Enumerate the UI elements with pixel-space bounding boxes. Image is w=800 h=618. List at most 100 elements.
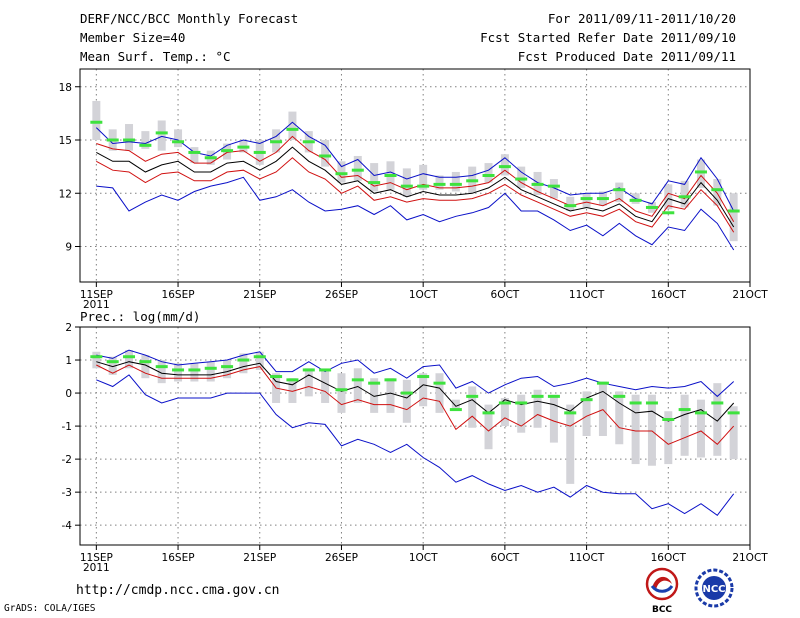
y-tick-label: 2 <box>65 322 72 334</box>
median-mark <box>466 394 479 398</box>
ensemble-box <box>664 411 673 465</box>
median-mark <box>384 174 397 177</box>
median-mark <box>596 381 609 385</box>
median-mark <box>449 408 462 412</box>
median-mark <box>417 184 430 188</box>
median-mark <box>351 168 364 172</box>
median-mark <box>253 355 266 359</box>
ensemble-box <box>370 378 379 413</box>
median-mark <box>90 120 103 124</box>
ncc-logo: NCC <box>694 568 734 608</box>
y-tick-label: 15 <box>59 135 72 147</box>
median-mark <box>482 174 495 177</box>
ensemble-box <box>615 391 624 445</box>
median-mark <box>498 401 511 405</box>
ensemble-box <box>500 398 509 427</box>
x-tick-label: 21SEP <box>243 552 276 564</box>
median-mark <box>580 398 593 402</box>
ensemble-box <box>125 124 134 151</box>
median-mark <box>237 358 250 362</box>
x-tick-label: 26SEP <box>325 552 358 564</box>
ensemble-box <box>92 351 101 369</box>
ensemble-box <box>696 159 705 188</box>
ensemble-box <box>304 368 313 397</box>
plot-frame <box>79 326 751 546</box>
median-mark <box>204 156 217 160</box>
x-tick-label: 11SEP <box>80 552 113 564</box>
y-tick-label: 1 <box>65 355 72 367</box>
ensemble-box <box>696 399 705 458</box>
median-mark <box>727 209 740 213</box>
median-mark <box>466 179 479 183</box>
ensemble-box <box>729 406 738 460</box>
median-mark <box>694 170 707 174</box>
ensemble-box <box>500 154 509 176</box>
ensemble-box <box>451 171 460 192</box>
ensemble-box <box>549 394 558 443</box>
ensemble-box <box>435 175 444 190</box>
median-mark <box>335 388 348 392</box>
ensemble-box <box>321 140 330 167</box>
y-tick-label: 12 <box>59 188 72 200</box>
y-tick-label: 18 <box>59 82 72 94</box>
series-line-mean-minus-sd <box>96 157 735 233</box>
series-line-mean <box>96 146 735 228</box>
series-line-mean-plus-sd <box>96 135 735 222</box>
median-mark <box>351 378 364 382</box>
median-mark <box>531 394 544 398</box>
median-mark <box>482 411 495 415</box>
ensemble-box <box>713 383 722 456</box>
median-mark <box>368 381 381 385</box>
median-mark <box>629 401 642 405</box>
ensemble-box <box>337 161 346 183</box>
chart-panel-2: 11SEP 16SEP 21SEP 26SEP 1OCT 6OCT 11OCT 16OCT 21… <box>62 309 769 574</box>
chart-title: DERF/NCC/BCC Monthly Forecast <box>80 11 299 26</box>
median-mark <box>302 140 315 144</box>
ensemble-box <box>631 394 640 465</box>
x-tick-label: 1OCT <box>409 552 438 564</box>
panel-title: Prec.: log(mm/d) <box>80 309 200 324</box>
median-mark <box>547 394 560 398</box>
median-mark <box>515 177 528 181</box>
ensemble-box <box>288 111 297 140</box>
plot-frame <box>79 68 751 283</box>
median-mark <box>613 394 626 398</box>
median-mark <box>139 360 152 364</box>
median-mark <box>547 184 560 188</box>
median-mark <box>221 149 234 153</box>
ensemble-box <box>484 404 493 450</box>
ensemble-box <box>141 355 150 379</box>
ensemble-box <box>206 361 215 382</box>
x-tick-label: 21OCT <box>732 552 768 564</box>
median-mark <box>662 417 675 421</box>
x-tick-label: 6OCT <box>491 552 520 564</box>
ensemble-box <box>435 373 444 413</box>
x-tick-label: 11OCT <box>569 289 605 301</box>
median-mark <box>727 411 740 415</box>
series-line-max <box>95 121 735 212</box>
x-tick-label: 16SEP <box>162 289 195 301</box>
ensemble-box <box>582 391 591 436</box>
median-mark <box>286 127 299 131</box>
median-mark <box>629 198 642 202</box>
website-url[interactable]: http://cmdp.ncc.cma.gov.cn <box>76 583 280 598</box>
forecast-period: For 2011/09/11-2011/10/20 <box>547 11 736 26</box>
median-mark <box>711 401 724 405</box>
produced-date: Fcst Produced Date 2011/09/11 <box>517 49 736 64</box>
logos: BCC NCC <box>645 567 734 615</box>
median-mark <box>188 368 201 372</box>
ensemble-box <box>484 163 493 183</box>
median-mark <box>335 172 348 176</box>
y-tick-label: -1 <box>62 421 72 433</box>
ensemble-box <box>598 381 607 436</box>
median-mark <box>433 182 446 186</box>
median-mark <box>580 197 593 201</box>
x-tick-label: 16SEP <box>162 552 195 564</box>
median-mark <box>662 211 675 215</box>
x-tick-label: 11OCT <box>569 552 605 564</box>
ensemble-box <box>647 394 656 466</box>
median-mark <box>449 182 462 186</box>
member-size-label: Member Size=40 <box>80 30 186 45</box>
grads-credit: GrADS: COLA/IGES <box>4 603 96 614</box>
median-mark <box>221 365 234 369</box>
